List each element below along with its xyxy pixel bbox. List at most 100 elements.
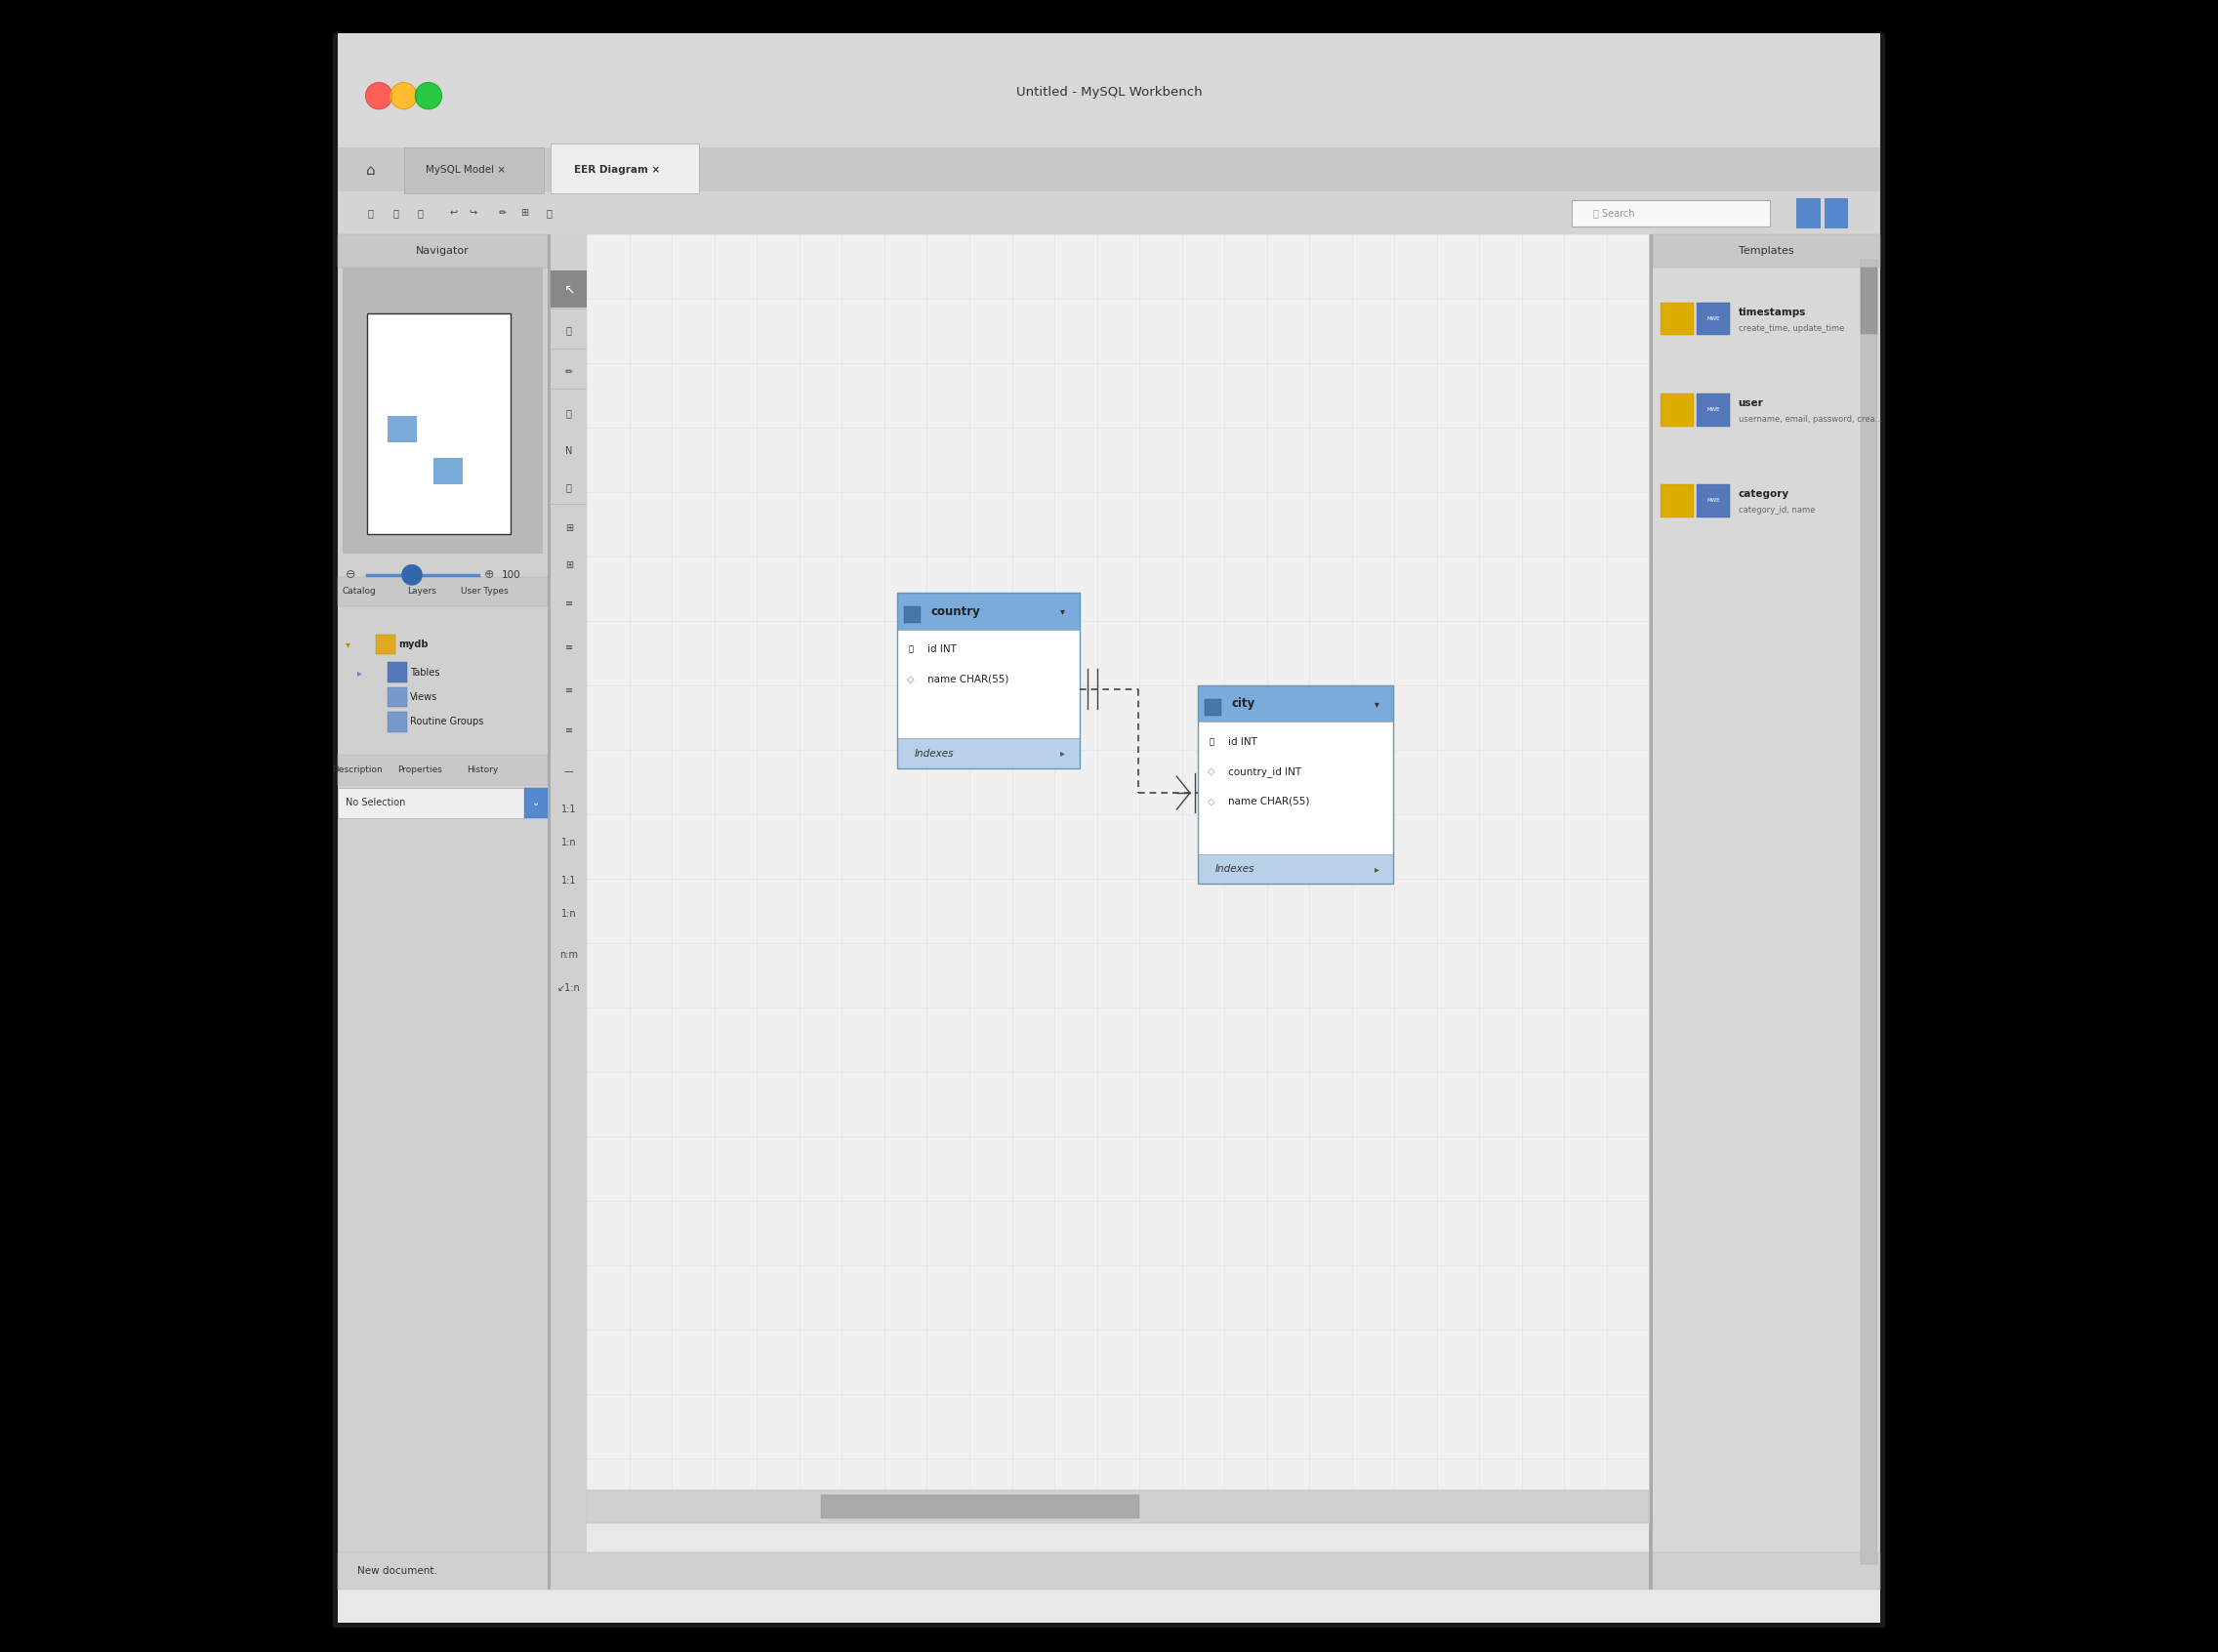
Text: Navigator: Navigator — [415, 246, 470, 256]
FancyBboxPatch shape — [821, 1495, 1140, 1518]
Text: ≡: ≡ — [566, 598, 572, 608]
Text: New document.: New document. — [357, 1566, 437, 1576]
Text: ≡: ≡ — [566, 725, 572, 735]
Text: 🔑: 🔑 — [909, 644, 914, 654]
FancyBboxPatch shape — [548, 235, 550, 1589]
FancyBboxPatch shape — [337, 577, 548, 606]
FancyBboxPatch shape — [1652, 235, 1881, 1589]
FancyBboxPatch shape — [1697, 393, 1730, 426]
Text: ≡: ≡ — [566, 686, 572, 695]
Text: ⌂: ⌂ — [366, 164, 375, 177]
FancyBboxPatch shape — [388, 712, 406, 732]
Text: id INT: id INT — [1229, 737, 1258, 747]
FancyBboxPatch shape — [1823, 198, 1848, 228]
Text: ▾: ▾ — [346, 639, 350, 649]
Text: Description: Description — [333, 765, 384, 775]
Text: User Types: User Types — [461, 586, 508, 596]
Text: Layers: Layers — [408, 586, 437, 596]
Text: Templates: Templates — [1739, 246, 1794, 256]
FancyBboxPatch shape — [1661, 393, 1695, 426]
FancyBboxPatch shape — [333, 33, 1885, 1627]
Circle shape — [415, 83, 441, 109]
Text: n:m: n:m — [559, 950, 579, 960]
Text: Properties: Properties — [397, 765, 444, 775]
Text: country_id INT: country_id INT — [1229, 767, 1302, 776]
Text: username, email, password, crea...: username, email, password, crea... — [1739, 415, 1883, 425]
Text: Views: Views — [410, 692, 437, 702]
Text: ⌄: ⌄ — [532, 798, 539, 808]
Text: 1:1: 1:1 — [561, 805, 577, 814]
FancyBboxPatch shape — [1661, 484, 1695, 517]
FancyBboxPatch shape — [588, 1490, 1650, 1523]
Text: History: History — [468, 765, 499, 775]
Text: ▾: ▾ — [1060, 606, 1065, 616]
Text: 📄: 📄 — [368, 208, 373, 218]
FancyBboxPatch shape — [337, 788, 523, 818]
Text: Indexes: Indexes — [1215, 864, 1253, 874]
Text: MWE: MWE — [1708, 408, 1721, 411]
Text: id INT: id INT — [927, 644, 956, 654]
FancyBboxPatch shape — [1861, 268, 1876, 334]
Text: —: — — [563, 767, 574, 776]
Text: 1:1: 1:1 — [561, 876, 577, 885]
FancyBboxPatch shape — [1198, 854, 1393, 884]
Text: ↪: ↪ — [468, 208, 477, 218]
FancyBboxPatch shape — [368, 314, 510, 534]
FancyBboxPatch shape — [1797, 198, 1819, 228]
Text: MySQL Model ×: MySQL Model × — [426, 165, 506, 175]
FancyBboxPatch shape — [898, 738, 1080, 768]
Text: ↖: ↖ — [563, 282, 574, 296]
FancyBboxPatch shape — [1697, 302, 1730, 335]
FancyBboxPatch shape — [898, 629, 1080, 738]
FancyBboxPatch shape — [433, 458, 464, 484]
Text: name CHAR(55): name CHAR(55) — [1229, 796, 1309, 806]
Text: ◇: ◇ — [907, 674, 914, 684]
Text: Routine Groups: Routine Groups — [410, 717, 484, 727]
Text: 1:n: 1:n — [561, 909, 577, 919]
Text: No Selection: No Selection — [346, 798, 406, 808]
Text: 100: 100 — [501, 570, 521, 580]
FancyBboxPatch shape — [375, 634, 395, 654]
Text: country: country — [932, 605, 980, 618]
FancyBboxPatch shape — [337, 235, 548, 1589]
FancyBboxPatch shape — [337, 755, 548, 785]
Text: N: N — [566, 446, 572, 456]
Text: MWE: MWE — [1708, 317, 1721, 320]
Text: ⊞: ⊞ — [566, 560, 572, 570]
FancyBboxPatch shape — [1198, 686, 1393, 722]
Text: 💾: 💾 — [417, 208, 424, 218]
Text: 🔌: 🔌 — [566, 482, 572, 492]
Text: Indexes: Indexes — [914, 748, 954, 758]
FancyBboxPatch shape — [1661, 302, 1695, 335]
FancyBboxPatch shape — [588, 235, 1650, 1523]
FancyBboxPatch shape — [388, 662, 406, 682]
FancyBboxPatch shape — [905, 606, 920, 623]
FancyBboxPatch shape — [1198, 722, 1393, 854]
FancyBboxPatch shape — [337, 33, 1881, 152]
Text: Tables: Tables — [410, 667, 439, 677]
FancyBboxPatch shape — [1573, 200, 1770, 226]
Text: 🔍 Search: 🔍 Search — [1593, 208, 1635, 218]
Text: Catalog: Catalog — [342, 586, 377, 596]
Text: Untitled - MySQL Workbench: Untitled - MySQL Workbench — [1016, 86, 1202, 99]
Text: ↙1:n: ↙1:n — [557, 983, 581, 993]
FancyBboxPatch shape — [337, 192, 1881, 235]
Text: ↩: ↩ — [450, 208, 457, 218]
Text: ✏: ✏ — [499, 208, 506, 218]
Text: ▾: ▾ — [1375, 699, 1380, 709]
Text: ◇: ◇ — [1209, 767, 1215, 776]
FancyBboxPatch shape — [1652, 235, 1881, 268]
Text: ✋: ✋ — [566, 325, 572, 335]
Text: ▸: ▸ — [357, 667, 362, 677]
FancyBboxPatch shape — [898, 593, 1080, 629]
Text: city: city — [1231, 697, 1255, 710]
FancyBboxPatch shape — [388, 416, 417, 443]
FancyBboxPatch shape — [337, 147, 1881, 193]
Text: mydb: mydb — [399, 639, 428, 649]
FancyBboxPatch shape — [550, 235, 588, 1589]
FancyBboxPatch shape — [550, 271, 588, 307]
Text: 1:n: 1:n — [561, 838, 577, 847]
FancyBboxPatch shape — [404, 147, 543, 193]
Text: ⊕: ⊕ — [484, 568, 495, 582]
Text: ⊖: ⊖ — [346, 568, 355, 582]
